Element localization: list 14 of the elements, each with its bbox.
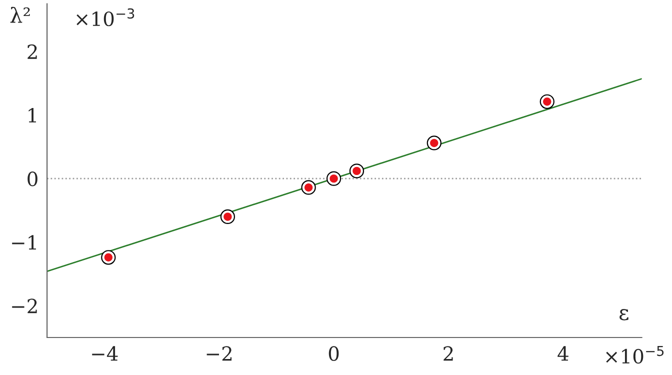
y-tick-label: −2 bbox=[12, 298, 37, 314]
y-tick-label: 0 bbox=[28, 172, 38, 186]
y-tick-label: −1 bbox=[12, 235, 36, 250]
y-tick-label: 1 bbox=[28, 108, 36, 122]
annotation: ×10$^{−3}$ bbox=[76, 8, 134, 26]
y-tick-label: 2 bbox=[28, 44, 37, 59]
x-tick-label: −4 bbox=[92, 346, 118, 361]
x-tick-label: 4 bbox=[558, 346, 568, 361]
y-axis-title: λ² bbox=[10, 6, 30, 23]
x-tick-label: 2 bbox=[444, 346, 453, 361]
x-tick-label: 0 bbox=[328, 346, 339, 361]
x-tick-label: −2 bbox=[206, 346, 232, 361]
x-axis-title: ε bbox=[620, 309, 628, 320]
text: ×10$^{−5}$ bbox=[606, 346, 664, 364]
